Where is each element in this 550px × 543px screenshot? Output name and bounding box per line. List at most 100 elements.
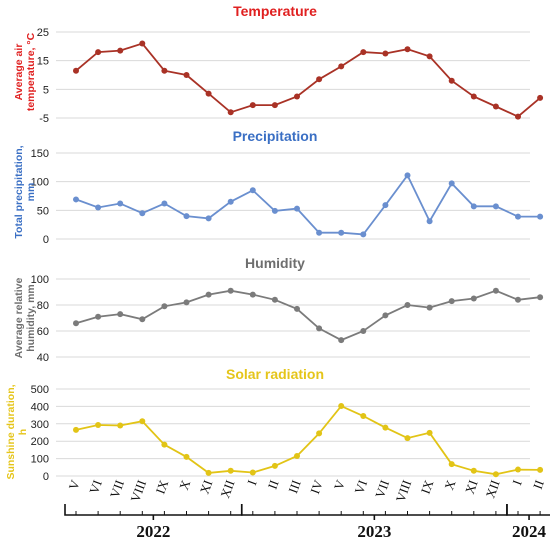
panel-title: Precipitation — [233, 128, 318, 144]
data-point — [360, 49, 367, 56]
data-point — [117, 311, 124, 318]
year-bracket: 2022 — [64, 504, 243, 541]
data-point — [470, 467, 477, 474]
data-point — [448, 461, 455, 468]
data-point — [515, 466, 521, 473]
year-bracket: 2023 — [241, 504, 508, 541]
data-point — [271, 296, 278, 303]
data-point — [183, 299, 190, 306]
month-label: VII — [372, 478, 392, 500]
data-point — [294, 305, 300, 312]
data-point — [404, 46, 411, 53]
y-tick-label: 60 — [37, 326, 49, 338]
data-point — [117, 200, 124, 207]
data-point — [316, 325, 323, 332]
data-point — [426, 53, 433, 60]
data-point — [227, 198, 234, 205]
month-label: VIII — [393, 478, 415, 504]
y-axis-label-line: h — [17, 429, 29, 435]
panel-4: Solar radiation0100200300400500Sunshine … — [5, 366, 544, 483]
y-tick-label: 50 — [37, 205, 49, 217]
month-label: I — [509, 478, 525, 487]
data-point — [426, 304, 433, 311]
month-label: III — [285, 478, 304, 495]
data-point — [161, 200, 168, 207]
data-point — [382, 312, 389, 319]
data-point — [360, 328, 367, 334]
bracket-line — [506, 504, 550, 516]
data-point — [338, 337, 345, 344]
data-point — [515, 296, 521, 303]
data-point — [294, 452, 300, 459]
month-label: VI — [351, 478, 370, 496]
bracket-line — [241, 504, 508, 516]
month-label: VII — [107, 478, 127, 500]
y-tick-label: 100 — [31, 454, 49, 466]
data-point — [73, 196, 79, 203]
data-point — [448, 180, 455, 187]
data-point — [294, 93, 300, 100]
y-tick-label: 200 — [31, 436, 49, 448]
data-point — [183, 453, 190, 460]
data-point — [360, 412, 367, 419]
year-label: 2024 — [512, 522, 547, 541]
data-point — [338, 403, 345, 410]
y-tick-label: 500 — [31, 384, 49, 396]
data-point — [470, 295, 477, 302]
data-point — [492, 287, 499, 294]
year-label: 2022 — [136, 522, 170, 541]
data-point — [271, 207, 278, 214]
data-point — [161, 441, 168, 448]
month-label: VIII — [127, 478, 149, 504]
data-point — [271, 462, 278, 469]
month-label: IX — [152, 477, 171, 496]
data-point — [73, 426, 79, 433]
data-point — [426, 218, 433, 225]
y-tick-label: 100 — [31, 274, 49, 286]
data-point — [316, 76, 323, 83]
data-point — [161, 303, 168, 310]
data-point — [205, 215, 212, 222]
y-tick-label: 0 — [43, 471, 49, 483]
y-axis-label: Total precipitation,mm — [13, 145, 37, 238]
y-axis-label-line: Total precipitation, — [13, 145, 25, 238]
data-point — [382, 424, 389, 431]
data-point — [382, 202, 389, 209]
data-point — [139, 210, 146, 217]
y-axis-label: Sunshine duration,h — [5, 384, 29, 479]
data-point — [161, 67, 168, 74]
data-point — [139, 316, 146, 323]
y-tick-label: 5 — [43, 84, 49, 96]
month-label: VI — [86, 478, 105, 496]
y-axis-label-line: humidity, mm — [25, 284, 37, 351]
month-label: IX — [418, 477, 437, 496]
data-point — [227, 467, 234, 474]
data-point — [470, 203, 477, 210]
data-point — [515, 213, 521, 220]
data-point — [205, 90, 212, 97]
data-point — [95, 313, 102, 320]
data-point — [515, 113, 521, 120]
y-tick-label: 300 — [31, 419, 49, 431]
data-point — [537, 94, 544, 101]
data-point — [316, 229, 323, 236]
y-axis-label-line: Average relative — [13, 277, 25, 358]
y-tick-label: 400 — [31, 401, 49, 413]
month-label: XI — [462, 478, 481, 496]
data-point — [404, 172, 411, 179]
data-point — [316, 430, 323, 437]
month-label: I — [244, 478, 260, 487]
y-tick-label: -5 — [39, 113, 49, 125]
data-point — [227, 287, 234, 294]
y-axis-label-line: temperature, °C — [25, 32, 37, 111]
series-line — [75, 42, 541, 118]
y-tick-label: 40 — [37, 352, 49, 364]
bracket-line — [64, 504, 243, 516]
data-point — [73, 67, 79, 74]
data-point — [95, 49, 102, 56]
y-tick-label: 25 — [37, 27, 49, 39]
